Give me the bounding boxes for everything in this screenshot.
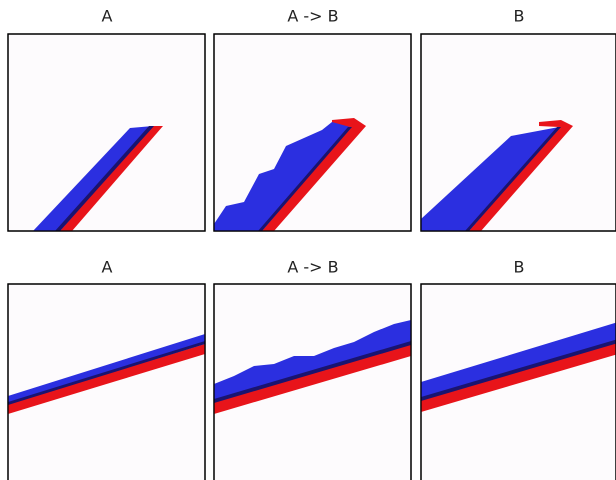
panel-title: A -> B: [287, 258, 338, 277]
panel-title: A: [102, 7, 113, 26]
panel-image: [8, 284, 205, 480]
panel-image: [214, 284, 411, 480]
panel-title: A: [102, 258, 113, 277]
panel-title: A -> B: [287, 7, 338, 26]
figure: A A -> B B A A -> B B: [0, 0, 616, 480]
panel-image: [8, 34, 205, 231]
panel-image: [421, 34, 616, 231]
panel-title: B: [514, 7, 525, 26]
panel-image: [214, 34, 411, 231]
panel-title: B: [514, 258, 525, 277]
panel-image: [421, 284, 616, 480]
